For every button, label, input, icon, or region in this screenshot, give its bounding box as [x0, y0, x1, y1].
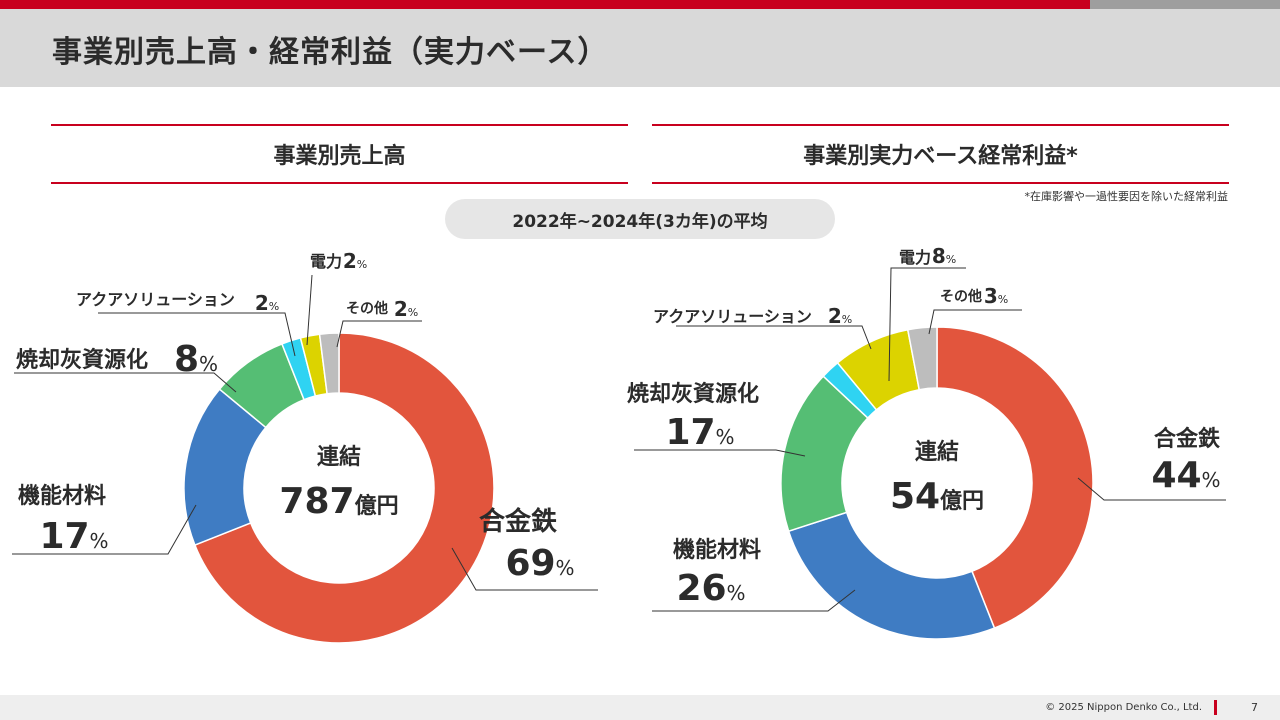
top-gray-bar: [1090, 0, 1280, 9]
chart1-leader-shoukyakubai: [14, 372, 237, 393]
chart2-value-sonota: 3%: [984, 284, 1008, 308]
period-label: 2022年~2024年(3カ年)の平均: [445, 199, 835, 239]
chart1-leader-sonota: [336, 320, 422, 348]
chart2-label-denryoku: 電力: [899, 248, 931, 267]
chart2-slice-gokin-tetsu: [936, 326, 1094, 630]
chart2-leader-gokin-tetsu: [1077, 477, 1226, 501]
chart1-center-total: 787億円: [279, 481, 398, 522]
chart2-value-aqua-solution: 2%: [828, 304, 852, 328]
chart1-value-gokin-tetsu: 69%: [505, 543, 574, 584]
chart1-leader-gokin-tetsu: [451, 547, 598, 591]
chart2-leader-aqua-solution: [676, 325, 872, 350]
chart1-label-aqua-solution: アクアソリューション: [76, 290, 235, 309]
footnote: *在庫影響や一過性要因を除いた経常利益: [1024, 190, 1229, 203]
top-accent-bar: [0, 0, 1090, 9]
chart2-value-gokin-tetsu: 44%: [1151, 455, 1220, 496]
chart1-value-kinou-zairyou: 17%: [39, 516, 108, 557]
chart1-leader-aqua-solution: [98, 312, 296, 357]
chart1-label-denryoku: 電力: [310, 252, 342, 271]
page-title: 事業別売上高・経常利益（実力ベース）: [52, 35, 609, 70]
footer-mark: [1214, 700, 1217, 715]
chart2-label-gokin-tetsu: 合金鉄: [1154, 426, 1220, 452]
footer: [0, 695, 1280, 720]
page-number: 7: [1251, 701, 1258, 714]
chart2-value-denryoku: 8%: [932, 244, 956, 268]
chart2-label-sonota: その他: [940, 288, 982, 305]
chart1-label-kinou-zairyou: 機能材料: [18, 483, 106, 509]
chart2-leader-denryoku: [888, 267, 966, 382]
chart2-slice-sonota: [906, 326, 938, 391]
chart1-leader-kinou-zairyou: [12, 504, 197, 555]
chart2-leader-shoukyakubai: [634, 449, 806, 457]
chart1-value-shoukyakubai: 8%: [174, 339, 218, 380]
chart2-leader-sonota: [928, 309, 1022, 335]
title-bar: [0, 9, 1280, 87]
chart2-center-total: 54億円: [890, 476, 984, 517]
chart2-value-shoukyakubai: 17%: [665, 412, 734, 453]
chart1-value-aqua-solution: 2%: [255, 291, 279, 315]
chart2-center-label: 連結: [915, 439, 959, 465]
chart1-leader-denryoku: [306, 274, 313, 346]
chart1-slice-sonota: [318, 332, 340, 395]
chart1-center-label: 連結: [317, 444, 361, 470]
chart2-label-shoukyakubai: 焼却灰資源化: [627, 381, 759, 407]
chart2-label-aqua-solution: アクアソリューション: [653, 307, 812, 326]
chart1-value-sonota: 2%: [394, 297, 418, 321]
chart2-label-kinou-zairyou: 機能材料: [673, 537, 761, 563]
chart2-value-kinou-zairyou: 26%: [676, 568, 745, 609]
chart1-slice-gokin-tetsu: [193, 332, 495, 644]
chart1-value-denryoku: 2%: [343, 249, 367, 273]
chart1-label-shoukyakubai: 焼却灰資源化: [16, 347, 148, 373]
chart2-leader-kinou-zairyou: [652, 589, 856, 612]
chart2-slice-kinou-zairyou: [787, 511, 996, 640]
left-section-header: 事業別売上高: [51, 124, 628, 184]
chart1-label-gokin-tetsu: 合金鉄: [479, 506, 557, 537]
right-section-header: 事業別実力ベース経常利益*: [652, 124, 1229, 184]
chart1-label-sonota: その他: [346, 300, 388, 317]
copyright: © 2025 Nippon Denko Co., Ltd.: [1045, 702, 1202, 713]
